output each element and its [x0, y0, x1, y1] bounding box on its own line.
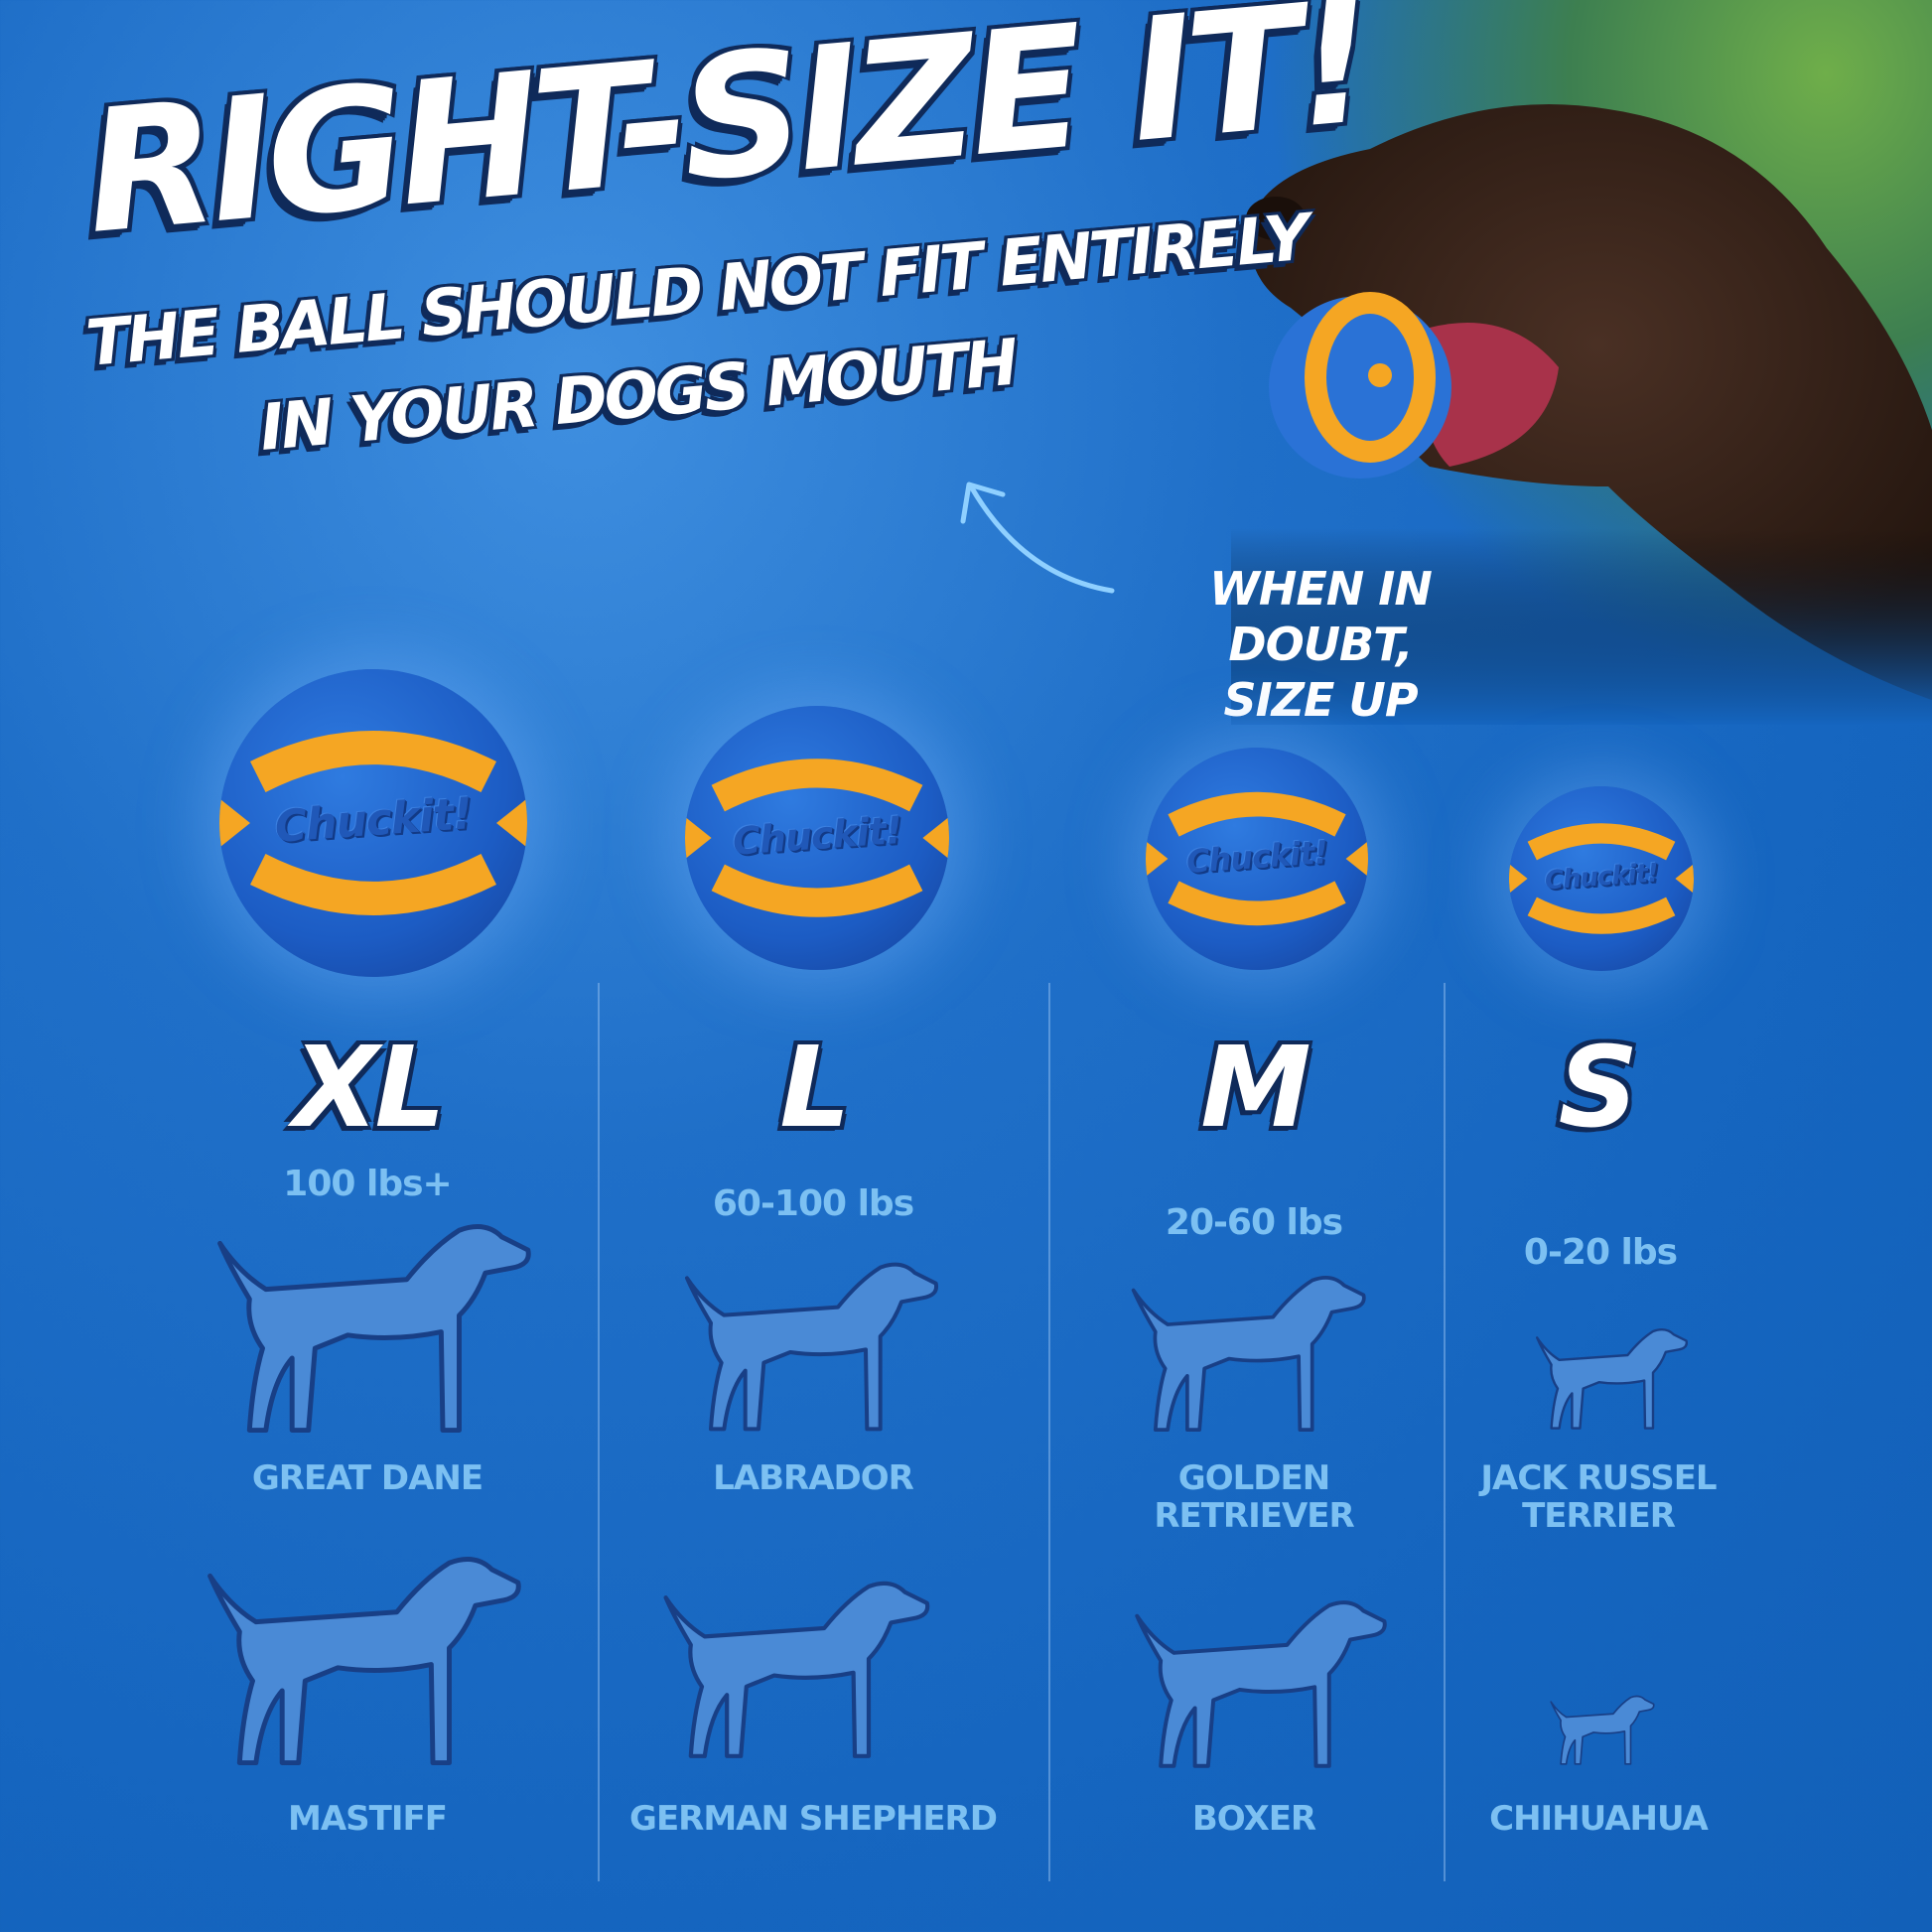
breed-label: JACK RUSSEL TERRIER	[1380, 1459, 1817, 1535]
ball-s: Chuckit!	[1509, 786, 1694, 971]
breed-label: LABRADOR	[713, 1458, 914, 1498]
breed-label: GERMAN SHEPHERD	[629, 1799, 998, 1839]
size-label: S	[1558, 1024, 1639, 1153]
boxer-silhouette-icon	[1132, 1579, 1395, 1777]
great-dane-silhouette-icon	[213, 1191, 541, 1449]
size-l-column: L	[595, 1033, 1032, 1144]
size-xl-column: XL	[149, 1033, 586, 1144]
breed-label: CHIHUAHUA	[1489, 1799, 1709, 1839]
size-up-callout: WHEN IN DOUBT, SIZE UP	[1112, 561, 1529, 728]
size-m-column: M	[1035, 1033, 1472, 1144]
mastiff-silhouette-icon	[204, 1529, 531, 1777]
breed-label-line: RETRIEVER	[1154, 1496, 1354, 1536]
size-label: L	[779, 1024, 850, 1153]
weight-label: 60-100 lbs	[712, 1183, 914, 1224]
breed-label-line: TERRIER	[1522, 1496, 1676, 1536]
chihuahua-silhouette-icon	[1549, 1678, 1658, 1777]
curved-arrow-icon	[960, 482, 1115, 594]
golden-retriever-silhouette-icon	[1127, 1256, 1375, 1440]
size-label: M	[1200, 1024, 1311, 1153]
size-s-column: S	[1378, 1033, 1815, 1144]
jack-russel-silhouette-icon	[1534, 1311, 1693, 1440]
breed-label: GREAT DANE	[251, 1458, 483, 1498]
callout-line-1: WHEN IN DOUBT,	[1209, 562, 1433, 671]
ball-xl: Chuckit!	[219, 669, 527, 977]
ball-m: Chuckit!	[1146, 748, 1368, 970]
labrador-silhouette-icon	[650, 1241, 978, 1440]
ball-l: Chuckit!	[685, 706, 949, 970]
breed-label: MASTIFF	[288, 1799, 448, 1839]
weight-label: 20-60 lbs	[1165, 1202, 1343, 1243]
dog-with-ball-photo	[1231, 69, 1932, 725]
column-divider	[1048, 983, 1050, 1881]
weight-label: 0-20 lbs	[1523, 1232, 1678, 1273]
breed-label: BOXER	[1191, 1799, 1316, 1839]
breed-label-line: GOLDEN	[1177, 1458, 1330, 1498]
weight-label: 100 lbs+	[283, 1164, 452, 1204]
column-divider	[1444, 983, 1446, 1881]
column-divider	[598, 983, 600, 1881]
breed-label-line: JACK RUSSEL	[1480, 1458, 1717, 1498]
breed-label: GOLDEN RETRIEVER	[1035, 1459, 1472, 1535]
size-label: XL	[293, 1024, 446, 1153]
callout-line-2: SIZE UP	[1223, 673, 1418, 727]
german-shepherd-silhouette-icon	[660, 1549, 938, 1777]
